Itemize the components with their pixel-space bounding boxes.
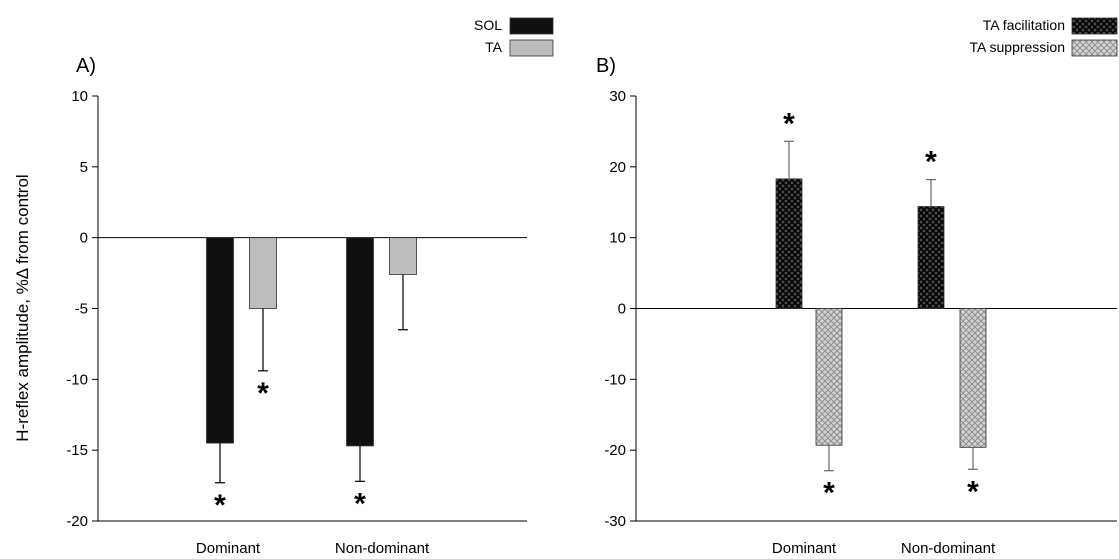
legend-a-ta-label: TA (485, 39, 503, 55)
panel-b-significance-asterisk: * (823, 477, 835, 510)
panel-a-ytick-label: 10 (71, 88, 88, 105)
panel-b-ytick-label: -20 (604, 442, 626, 459)
panel-b-ytick-label: -10 (604, 371, 626, 388)
legend-b-facilitation-label: TA facilitation (983, 17, 1065, 33)
panel-a-xtick-nondominant: Non-dominant (335, 540, 430, 557)
panel-b-xtick-nondominant: Non-dominant (901, 540, 996, 557)
panel-b-ytick-label: 0 (618, 301, 626, 318)
panel-a-ytick-label: -20 (66, 513, 88, 530)
panel-a-xtick-dominant: Dominant (196, 540, 261, 557)
panel-a-bar-ta-dominant (249, 237, 277, 309)
panel-b-significance-asterisk: * (783, 107, 795, 140)
panel-b-legend-swatch-1 (1071, 39, 1118, 57)
panel-b-label: B) (596, 55, 616, 77)
panel-b-ytick-label: 20 (609, 159, 626, 176)
legend-a-sol-label: SOL (474, 17, 502, 33)
panel-b-bar-ta-facilitation-dominant (775, 178, 803, 309)
panel-b-bar-ta-facilitation-non-dominant (917, 206, 945, 309)
panel-a-bar-sol-non-dominant (346, 237, 374, 447)
panel-a-label: A) (76, 55, 96, 77)
panel-a-ytick-label: -5 (75, 301, 88, 318)
legend-b-suppression-label: TA suppression (970, 39, 1065, 55)
panel-a-legend-swatch-1 (509, 39, 554, 57)
y-axis-label: H-reflex amplitude, %Δ from control (13, 174, 32, 441)
panel-b-significance-asterisk: * (925, 146, 937, 179)
panel-a-legend-swatch-0 (509, 17, 554, 35)
panel-b-ytick-label: 10 (609, 230, 626, 247)
panel-a-significance-asterisk: * (354, 487, 366, 520)
panel-a-significance-asterisk: * (257, 377, 269, 410)
panel-a-ytick-label: -10 (66, 371, 88, 388)
panel-a-ytick-label: -15 (66, 442, 88, 459)
panel-b-bar-ta-suppression-non-dominant (959, 308, 987, 448)
panel-b-significance-asterisk: * (967, 475, 979, 508)
panel-b-ytick-label: 30 (609, 88, 626, 105)
panel-a-bar-sol-dominant (206, 237, 234, 444)
panel-a-significance-asterisk: * (214, 489, 226, 522)
chart-marks: 10 5 0 -5 -10 -15 -20 * * * 30 20 10 0 -10 -20 -30 * * * * (66, 17, 1118, 530)
panel-b-xtick-dominant: Dominant (772, 540, 837, 557)
panel-a-ytick-label: 5 (80, 159, 88, 176)
panel-a-ytick-label: 0 (80, 230, 88, 247)
panel-b-bar-ta-suppression-dominant (815, 308, 843, 446)
panel-b-legend-swatch-0 (1071, 17, 1118, 35)
panel-a-bar-ta-non-dominant (389, 237, 417, 275)
panel-b-ytick-label: -30 (604, 513, 626, 530)
